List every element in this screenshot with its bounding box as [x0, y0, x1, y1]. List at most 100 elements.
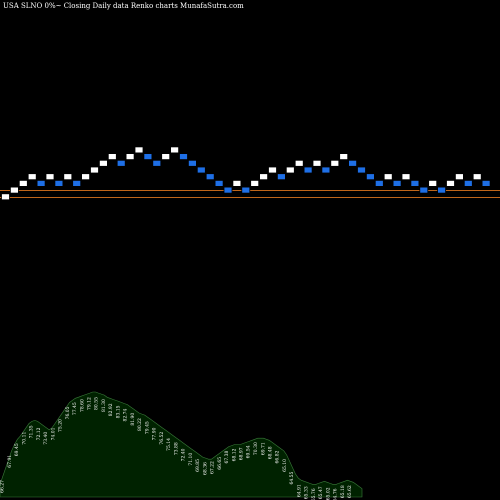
- volume-label: 65.33: [304, 486, 310, 499]
- renko-brick-down: [303, 166, 313, 174]
- renko-brick-down: [276, 173, 286, 181]
- renko-brick-up: [99, 159, 108, 167]
- volume-label: 81.30: [101, 399, 107, 412]
- renko-brick-down: [143, 153, 153, 161]
- volume-label: 68.36: [202, 462, 208, 475]
- renko-brick-up: [472, 173, 482, 181]
- volume-label: 79.12: [86, 397, 92, 410]
- volume-label: 69.54: [246, 445, 252, 458]
- renko-brick-down: [54, 179, 64, 187]
- volume-label: 69.71: [260, 442, 266, 455]
- volume-label: 67.22: [210, 461, 216, 474]
- renko-brick-up: [339, 153, 349, 161]
- volume-label: 69.85: [195, 459, 201, 472]
- volume-label: 65.62: [347, 485, 353, 498]
- renko-brick-down: [348, 159, 358, 167]
- volume-label: 67.91: [7, 455, 13, 468]
- renko-brick-up: [125, 153, 135, 161]
- renko-brick-up: [259, 173, 269, 181]
- renko-brick-up: [90, 166, 99, 174]
- volume-label: 73.40: [43, 432, 49, 445]
- renko-brick-up: [63, 173, 73, 181]
- renko-brick-down: [223, 186, 233, 194]
- volume-label: 65.47: [318, 486, 324, 499]
- volume-label: 82.74: [123, 408, 129, 421]
- renko-brick-up: [268, 166, 277, 174]
- renko-brick-up: [294, 159, 304, 167]
- volume-label: 77.90: [152, 427, 158, 440]
- volume-label: 78.60: [79, 399, 85, 412]
- renko-brick-up: [446, 179, 455, 187]
- renko-brick-down: [196, 166, 206, 174]
- renko-brick-up: [9, 186, 19, 194]
- volume-profile: [0, 391, 363, 498]
- renko-brick-down: [72, 179, 82, 187]
- volume-label: 80.22: [137, 418, 143, 431]
- volume-label: 70.11: [21, 432, 27, 445]
- volume-label: 77.45: [72, 402, 78, 415]
- volume-area: [0, 391, 363, 498]
- renko-brick-down: [241, 186, 251, 194]
- renko-brick-down: [410, 179, 420, 187]
- renko-brick-up: [285, 166, 295, 174]
- renko-brick-down: [481, 179, 491, 187]
- volume-label: 71.10: [188, 453, 194, 466]
- volume-label: 65.18: [340, 485, 346, 498]
- volume-label: 75.14: [166, 438, 172, 451]
- renko-brick-up: [170, 146, 180, 154]
- renko-brick-down: [392, 179, 402, 187]
- volume-label: 71.35: [29, 425, 35, 438]
- volume-label: 68.12: [231, 448, 237, 461]
- renko-brick-down: [374, 179, 384, 187]
- volume-label: 80.55: [94, 397, 100, 410]
- renko-brick-up: [312, 159, 322, 167]
- renko-brick-up: [107, 153, 117, 161]
- renko-brick-down: [179, 153, 188, 161]
- renko-brick-up: [428, 179, 438, 187]
- renko-brick-down: [205, 173, 215, 181]
- renko-brick-down: [463, 179, 473, 187]
- volume-label: 83.15: [116, 405, 122, 418]
- chart-title: USA SLNO 0%~ Closing Daily data Renko ch…: [3, 2, 244, 10]
- renko-brick-up: [250, 179, 260, 187]
- volume-label: 70.30: [253, 442, 259, 455]
- volume-label: 66.27: [0, 480, 6, 493]
- volume-label: 74.01: [50, 427, 56, 440]
- volume-label: 72.40: [181, 448, 187, 461]
- renko-brick-down: [187, 159, 197, 167]
- renko-bricks: [1, 146, 491, 201]
- renko-brick-up: [134, 146, 144, 154]
- renko-brick-down: [152, 159, 162, 167]
- volume-label: 76.52: [159, 432, 165, 445]
- volume-label: 81.90: [130, 413, 136, 426]
- renko-brick-down: [357, 166, 366, 174]
- volume-label: 75.20: [58, 419, 64, 432]
- renko-brick-up: [330, 159, 340, 167]
- renko-brick-up: [383, 173, 393, 181]
- volume-label: 65.02: [325, 487, 331, 500]
- volume-label: 76.05: [65, 406, 71, 419]
- volume-label: 68.48: [268, 446, 274, 459]
- volume-label: 64.76: [333, 488, 339, 500]
- renko-brick-down: [419, 186, 429, 194]
- volume-label: 65.76: [311, 488, 317, 500]
- renko-brick-up: [232, 179, 242, 187]
- volume-label: 64.55: [289, 471, 295, 484]
- renko-brick-down: [36, 179, 46, 187]
- renko-brick-up: [454, 173, 464, 181]
- volume-label: 82.92: [108, 403, 114, 416]
- volume-label: 68.97: [239, 447, 245, 460]
- renko-brick-up: [161, 153, 171, 161]
- renko-brick-down: [365, 173, 375, 181]
- volume-label: 67.38: [224, 451, 230, 464]
- renko-brick-up: [401, 173, 411, 181]
- volume-label: 66.65: [217, 457, 223, 470]
- renko-brick-up: [81, 173, 90, 181]
- renko-brick-up: [1, 193, 10, 201]
- renko-brick-up: [18, 179, 28, 187]
- renko-brick-up: [27, 173, 37, 181]
- renko-brick-up: [45, 173, 55, 181]
